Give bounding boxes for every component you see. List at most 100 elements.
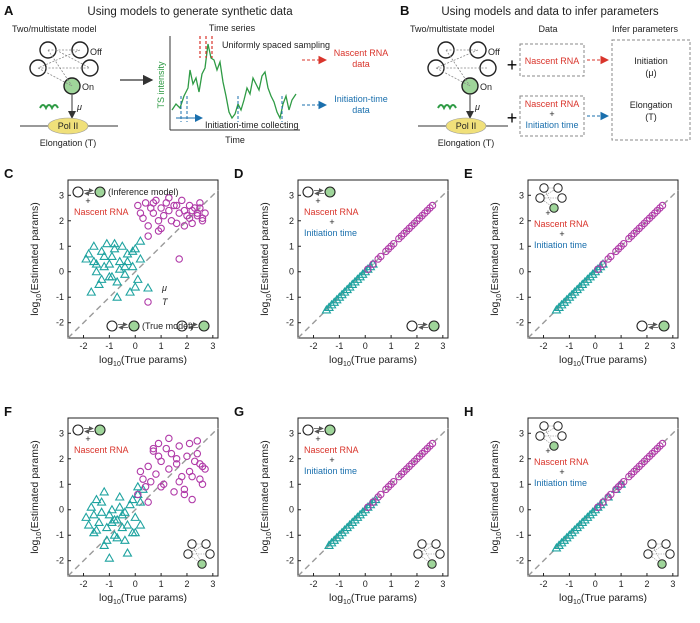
- inference-model-icon: [302, 424, 336, 436]
- data-point-mu: [91, 494, 102, 504]
- data-point-mu: [564, 292, 575, 301]
- plus-2: +: [507, 108, 518, 128]
- data-point-t: [625, 234, 633, 243]
- data-point-mu: [352, 512, 363, 521]
- data-point-t: [632, 227, 641, 235]
- y-tick-label: -1: [286, 530, 294, 540]
- x-tick-label: 0: [593, 341, 598, 351]
- data-point-t: [136, 209, 145, 217]
- y-tick-label: 2: [59, 454, 64, 464]
- data-point-mu: [579, 514, 590, 524]
- data-point-mu: [572, 284, 583, 294]
- data-point-mu: [81, 253, 92, 263]
- data-point-t: [395, 234, 403, 243]
- data-point-t: [382, 247, 390, 256]
- data-point-mu: [127, 246, 138, 255]
- multistate-model-diagram-b: Off On μ Pol II Elongation (T): [418, 41, 508, 148]
- data-point-t: [400, 467, 408, 476]
- data-point-t: [136, 467, 145, 476]
- param2-sym: (T): [645, 112, 657, 122]
- x-tick-label: 1: [619, 341, 624, 351]
- out-nascent-box: Nascent RNA data: [334, 48, 389, 69]
- y-axis-title: log10(Estimated params): [489, 202, 503, 315]
- data-point-t: [648, 449, 656, 458]
- data-point-t: [364, 503, 372, 511]
- data-point-t: [640, 219, 649, 228]
- data-point-t: [196, 199, 204, 207]
- data-point-t: [198, 217, 207, 225]
- data-point-mu: [347, 517, 358, 527]
- x-tick-label: 3: [670, 341, 675, 351]
- data-point-mu: [577, 517, 588, 527]
- elongation-label: Elongation (T): [40, 138, 97, 148]
- data-point-t: [650, 447, 659, 455]
- data-point-mu: [569, 287, 580, 296]
- panel-letter: H: [464, 404, 473, 419]
- data-point-t: [653, 444, 662, 453]
- data-point-t: [149, 444, 158, 453]
- data-point-mu: [81, 512, 92, 521]
- data-point-t: [389, 239, 398, 248]
- data-box-1: [519, 43, 585, 77]
- data-point-mu: [119, 535, 130, 544]
- nascent-rna-squiggle: [39, 104, 59, 111]
- x-tick-label: -2: [80, 579, 88, 589]
- off-state-icon: [661, 539, 671, 549]
- on-state-icon: [128, 320, 140, 332]
- ts-trace: [171, 43, 297, 120]
- param1-sym: (μ): [645, 68, 656, 78]
- data-point-mu: [554, 540, 564, 549]
- data-point-t: [625, 472, 633, 481]
- data-point-mu: [86, 287, 97, 296]
- annotation-initiation-time: Initiation time: [304, 228, 357, 238]
- plot-frame: [297, 179, 449, 339]
- transition-edges-icon: [417, 543, 440, 565]
- plus-1: +: [507, 55, 518, 75]
- data-point-t: [201, 209, 209, 217]
- data-point-t: [413, 455, 421, 463]
- ts-ylabel: TS intensity: [156, 61, 166, 109]
- data-point-t: [384, 483, 393, 491]
- data-point-mu: [574, 281, 585, 291]
- data-point-t: [152, 470, 160, 478]
- data-point-t: [423, 206, 432, 215]
- x-tick-label: -1: [565, 579, 573, 589]
- data-point-mu: [96, 496, 107, 506]
- data-point-mu: [551, 542, 562, 552]
- x-tick-label: -2: [540, 579, 548, 589]
- y-tick-label: 1: [519, 479, 524, 489]
- scatter-panel-h: H -2 -1 0 1 2 3 -2 -1 0 1 2 3 log10(True params) log10…: [464, 404, 679, 606]
- off-state-icon: [183, 549, 193, 559]
- data-point-mu: [337, 527, 347, 537]
- data-point-mu: [585, 509, 596, 519]
- data-point-t: [144, 232, 152, 240]
- off-state-icon: [647, 539, 657, 549]
- inference-model-label: (Inference model): [108, 187, 179, 197]
- true-model-icon: [183, 539, 215, 569]
- annotation-plus: +: [315, 196, 320, 206]
- annotation-nascent-rna: Nascent RNA: [304, 207, 359, 217]
- x-axis-title: log10(True params): [99, 354, 187, 368]
- data-point-t: [638, 460, 646, 468]
- data-point-mu: [135, 519, 146, 529]
- data-point-t: [410, 457, 419, 466]
- x-tick-label: 2: [644, 341, 649, 351]
- data-point-mu: [88, 256, 99, 266]
- true-model-icon-legend: [106, 320, 140, 332]
- transition-edges-icon: [539, 425, 562, 447]
- state-off-label: Off: [90, 47, 102, 57]
- data-point-t: [154, 227, 163, 235]
- true-model-label: (True model): [142, 321, 193, 331]
- data-point-mu: [91, 266, 102, 276]
- y-tick-label: -1: [56, 530, 64, 540]
- data-point-t: [612, 247, 620, 256]
- x-axis-title: log10(True params): [559, 592, 647, 606]
- data-point-t: [183, 211, 191, 220]
- data-point-mu: [556, 299, 567, 309]
- b-state-off: Off: [488, 47, 500, 57]
- data-point-t: [418, 449, 426, 458]
- data-point-mu: [357, 507, 368, 516]
- data-point-t: [154, 439, 163, 448]
- panel-letter: E: [464, 166, 473, 181]
- data-point-mu: [355, 509, 366, 519]
